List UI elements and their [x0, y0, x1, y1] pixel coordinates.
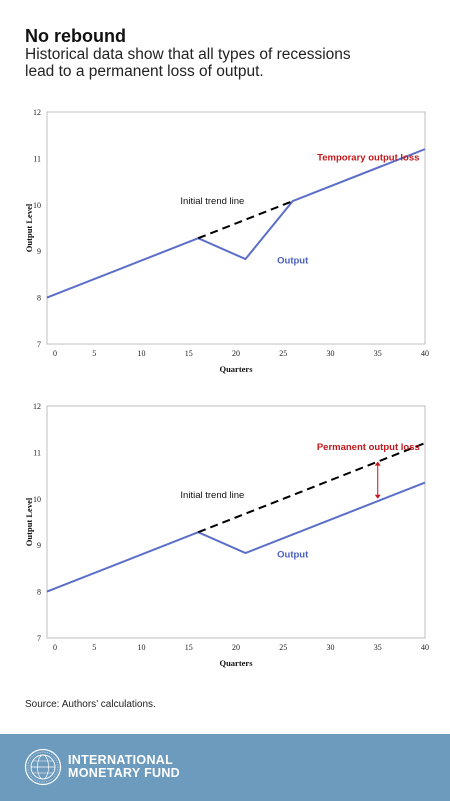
x-axis-label: Quarters	[219, 364, 253, 374]
y-tick-label: 10	[33, 201, 41, 210]
source-note: Source: Authors’ calculations.	[25, 699, 156, 710]
x-tick-label: 40	[421, 643, 429, 652]
loss-arrow-head-top	[374, 461, 381, 466]
chart-temporary-loss-svg: 7 8 9 10 11 12 0 5 10 15 20 25 30 35 40 Quarters Output …	[24, 108, 429, 374]
x-tick-label: 25	[279, 349, 287, 358]
page-title: No rebound	[25, 26, 126, 46]
x-tick-label: 40	[421, 349, 429, 358]
x-tick-label: 20	[232, 643, 240, 652]
plot-area-border	[46, 405, 426, 639]
y-tick-label: 7	[37, 340, 41, 349]
subtitle-line-1: Historical data show that all types of r…	[25, 46, 351, 63]
loss-arrow-head-bottom	[374, 494, 381, 499]
x-tick-label: 35	[374, 349, 382, 358]
y-tick-label: 12	[33, 402, 41, 411]
chart-permanent-loss-svg: 7 8 9 10 11 12 0 5 10 15 20 25 30 35 40 Quarters Output …	[24, 402, 429, 668]
x-tick-label: 30	[327, 349, 335, 358]
trend-line	[197, 442, 426, 534]
org-name-line-1: INTERNATIONAL	[68, 753, 174, 767]
x-tick-label: 25	[279, 643, 287, 652]
y-tick-label: 10	[33, 495, 41, 504]
y-axis-label: Output Level	[24, 203, 34, 252]
y-tick-label: 11	[33, 448, 41, 457]
output-line	[46, 481, 426, 593]
x-tick-label: 10	[138, 349, 146, 358]
y-tick-label: 8	[37, 294, 41, 303]
trend-annotation: Initial trend line	[180, 490, 244, 501]
output-line	[46, 148, 426, 299]
org-name-line-2: MONETARY FUND	[68, 766, 180, 780]
footer-banner: INTERNATIONAL MONETARY FUND	[0, 734, 450, 801]
x-tick-label: 15	[185, 643, 193, 652]
y-tick-label: 8	[37, 588, 41, 597]
trend-annotation: Initial trend line	[180, 196, 244, 207]
x-axis-label: Quarters	[219, 658, 253, 668]
loss-annotation: Temporary output loss	[317, 153, 419, 164]
y-axis-label: Output Level	[24, 497, 34, 546]
loss-annotation: Permanent output loss	[317, 442, 420, 453]
plot-area-border	[46, 111, 426, 345]
output-annotation: Output	[277, 549, 309, 560]
header: No rebound Historical data show that all…	[25, 26, 435, 80]
chart-permanent-loss: 7 8 9 10 11 12 0 5 10 15 20 25 30 35 40 Quarters Output …	[0, 398, 450, 678]
x-tick-label: 30	[327, 643, 335, 652]
x-tick-label: 20	[232, 349, 240, 358]
imf-seal-icon	[24, 748, 62, 786]
output-annotation: Output	[277, 255, 309, 266]
y-tick-label: 11	[33, 154, 41, 163]
trend-line	[197, 200, 294, 240]
chart-temporary-loss: 7 8 9 10 11 12 0 5 10 15 20 25 30 35 40 Quarters Output …	[0, 104, 450, 384]
subtitle-line-2: lead to a permanent loss of output.	[25, 63, 264, 80]
y-tick-label: 9	[37, 541, 41, 550]
y-tick-label: 9	[37, 247, 41, 256]
x-tick-label: 10	[138, 643, 146, 652]
x-tick-label: 35	[374, 643, 382, 652]
x-tick-label: 15	[185, 349, 193, 358]
y-tick-label: 7	[37, 634, 41, 643]
x-tick-label: 5	[92, 643, 96, 652]
org-name: INTERNATIONAL MONETARY FUND	[68, 754, 180, 780]
y-tick-label: 12	[33, 108, 41, 117]
x-tick-label: 5	[92, 349, 96, 358]
x-tick-label: 0	[53, 349, 57, 358]
x-tick-label: 0	[53, 643, 57, 652]
